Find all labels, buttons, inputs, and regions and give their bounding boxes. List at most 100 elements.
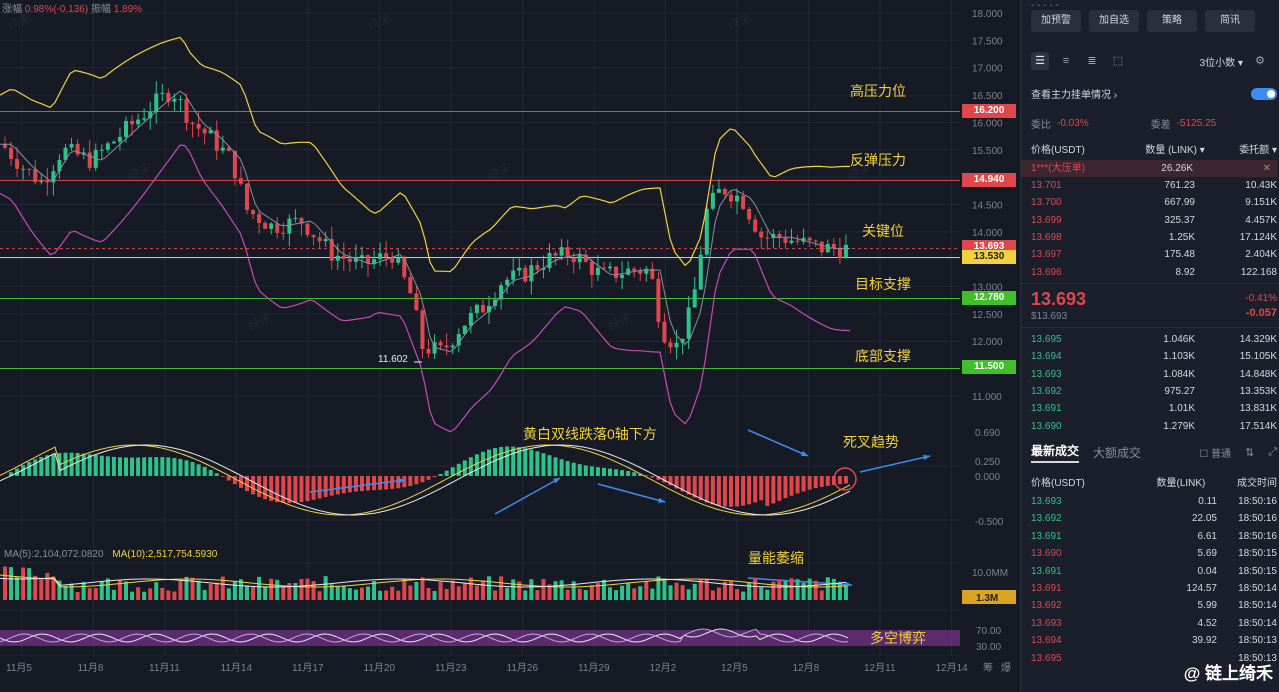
ask-row[interactable]: 13.696 8.92 122.168 — [1031, 264, 1277, 281]
ask-row[interactable]: 13.698 1.25K 17.124K — [1031, 229, 1277, 246]
volume-bar — [771, 581, 776, 600]
volume-bar — [359, 587, 364, 600]
volume-bar — [577, 588, 582, 600]
last-price-usd: $13.693 — [1031, 311, 1068, 322]
macd-bar — [232, 476, 237, 485]
ask-row[interactable]: 13.699 325.37 4.457K — [1031, 212, 1277, 229]
book-both-icon[interactable]: ☰ — [1031, 52, 1049, 70]
close-icon[interactable]: ✕ — [1262, 163, 1271, 174]
tab-latest[interactable]: 最新成交 — [1031, 442, 1080, 463]
macd-bar — [547, 455, 552, 476]
settings-icon[interactable]: ⚙ — [1255, 55, 1265, 67]
col-price: 价格(USDT) — [1031, 145, 1085, 156]
annot-cross: 死叉趋势 — [843, 434, 899, 450]
macd-bar — [99, 455, 104, 476]
bid-row-cell: 1.01K — [1168, 403, 1195, 415]
col-total[interactable]: 委托额 ▾ — [1239, 145, 1277, 156]
favorite-button[interactable]: 加自选 — [1089, 10, 1139, 32]
candle-body — [208, 130, 213, 134]
trend-arrow-head — [801, 450, 808, 456]
ma5-label: MA(5):2,104,072.0820 — [4, 549, 104, 560]
bid-row[interactable]: 13.694 1.103K 15.105K — [1031, 348, 1277, 365]
candle-body — [662, 321, 667, 343]
normal-filter[interactable]: ☐ 普通 — [1199, 448, 1231, 460]
main-force-toggle[interactable] — [1251, 87, 1277, 100]
volume-bar — [81, 582, 86, 600]
chart-canvas[interactable]: 18.00017.50017.00016.50016.00015.50015.0… — [0, 0, 1020, 692]
volume-bar — [632, 588, 637, 600]
book-expand-icon[interactable]: ⬚ — [1112, 55, 1124, 67]
ask-row[interactable]: 13.700 667.99 9.151K — [1031, 194, 1277, 211]
macd-bar — [487, 449, 491, 476]
bid-row[interactable]: 13.692 975.27 13.353K — [1031, 383, 1277, 400]
volume-bar — [166, 590, 171, 600]
volume-bar — [686, 589, 691, 600]
book-bids-icon[interactable]: ≡ — [1062, 55, 1070, 67]
trade-cell: 39.92 — [1191, 635, 1217, 647]
tab-large[interactable]: 大额成交 — [1093, 445, 1142, 460]
action-buttons: 加预警 加自选 策略 简讯 — [1031, 10, 1255, 32]
date-tick-label: 12月2 — [650, 662, 677, 674]
volume-bar — [287, 583, 292, 600]
bid-row[interactable]: 13.690 1.279K 17.514K — [1031, 418, 1277, 435]
bid-row[interactable]: 13.693 1.084K 14.848K — [1031, 366, 1277, 383]
macd-tick-label: 0.250 — [975, 457, 1000, 468]
macd-bar — [795, 476, 800, 494]
candle-body — [317, 237, 322, 242]
volume-bar — [819, 590, 824, 600]
trade-cell: 18:50:15 — [1238, 565, 1277, 577]
book-asks-icon[interactable]: ≣ — [1087, 55, 1097, 67]
volume-bar — [499, 576, 504, 600]
main-force-label[interactable]: 查看主力挂单情况 › — [1031, 90, 1118, 101]
ask-row[interactable]: 13.701 761.23 10.43K — [1031, 177, 1277, 194]
bid-row[interactable]: 13.695 1.046K 14.329K — [1031, 331, 1277, 348]
decimals-select[interactable]: 3位小数 ▾ — [1199, 57, 1243, 69]
candle-body — [656, 278, 661, 322]
news-button[interactable]: 简讯 — [1205, 10, 1255, 32]
low-price-label: 11.602 — [378, 354, 408, 365]
volume-bar — [517, 581, 522, 600]
trade-cell: 18:50:16 — [1238, 513, 1277, 525]
candle-body — [341, 255, 346, 259]
bid-row-cell: 1.103K — [1163, 351, 1195, 363]
candle-body — [69, 143, 74, 148]
volume-bar — [226, 588, 231, 600]
ask-row[interactable]: 13.697 175.48 2.404K — [1031, 246, 1277, 263]
col-qty[interactable]: 数量 (LINK) ▾ — [1145, 145, 1205, 156]
alert-button[interactable]: 加预警 — [1031, 10, 1081, 32]
macd-bar — [620, 470, 625, 476]
bg-watermark: 绮禾 — [246, 311, 273, 332]
ask-row-cell: 1.25K — [1168, 231, 1195, 243]
big-order-row[interactable]: 1***(大压单) 26.26K ✕ — [1021, 160, 1277, 177]
volume-bar — [759, 587, 764, 600]
candle-body — [474, 304, 479, 313]
volume-bar — [142, 591, 147, 600]
macd-bar — [747, 476, 752, 505]
candle-body — [541, 268, 546, 270]
trade-cell: 18:50:15 — [1238, 548, 1277, 560]
volume-bar — [468, 577, 473, 600]
macd-bar — [529, 449, 534, 476]
macd-bar — [650, 476, 655, 478]
candle-body — [293, 217, 298, 219]
date-tick-label: 11月17 — [292, 662, 324, 674]
macd-bar — [359, 476, 364, 491]
volume-bar — [783, 580, 788, 600]
trade-row: 13.694 39.92 18:50:13 — [1031, 632, 1277, 649]
candle-body — [347, 258, 352, 262]
bid-row-cell: 1.084K — [1163, 368, 1195, 380]
ask-row-cell: 13.699 — [1031, 214, 1062, 226]
candle-body — [529, 265, 534, 282]
candle-body — [190, 122, 195, 124]
candle-body — [372, 259, 377, 264]
filter-icon[interactable]: ⇅ — [1244, 446, 1255, 459]
trade-row: 13.691 6.61 18:50:16 — [1031, 528, 1277, 545]
bid-row[interactable]: 13.691 1.01K 13.831K — [1031, 400, 1277, 417]
volume-bar — [384, 590, 389, 600]
kline-chart-area[interactable]: 18.00017.50017.00016.50016.00015.50015.0… — [0, 0, 1020, 692]
trade-cell: 18:50:13 — [1238, 652, 1277, 664]
macd-bar — [196, 464, 201, 476]
expand-icon[interactable]: ⤢ — [1268, 445, 1277, 458]
strategy-button[interactable]: 策略 — [1147, 10, 1197, 32]
candle-body — [722, 189, 727, 195]
